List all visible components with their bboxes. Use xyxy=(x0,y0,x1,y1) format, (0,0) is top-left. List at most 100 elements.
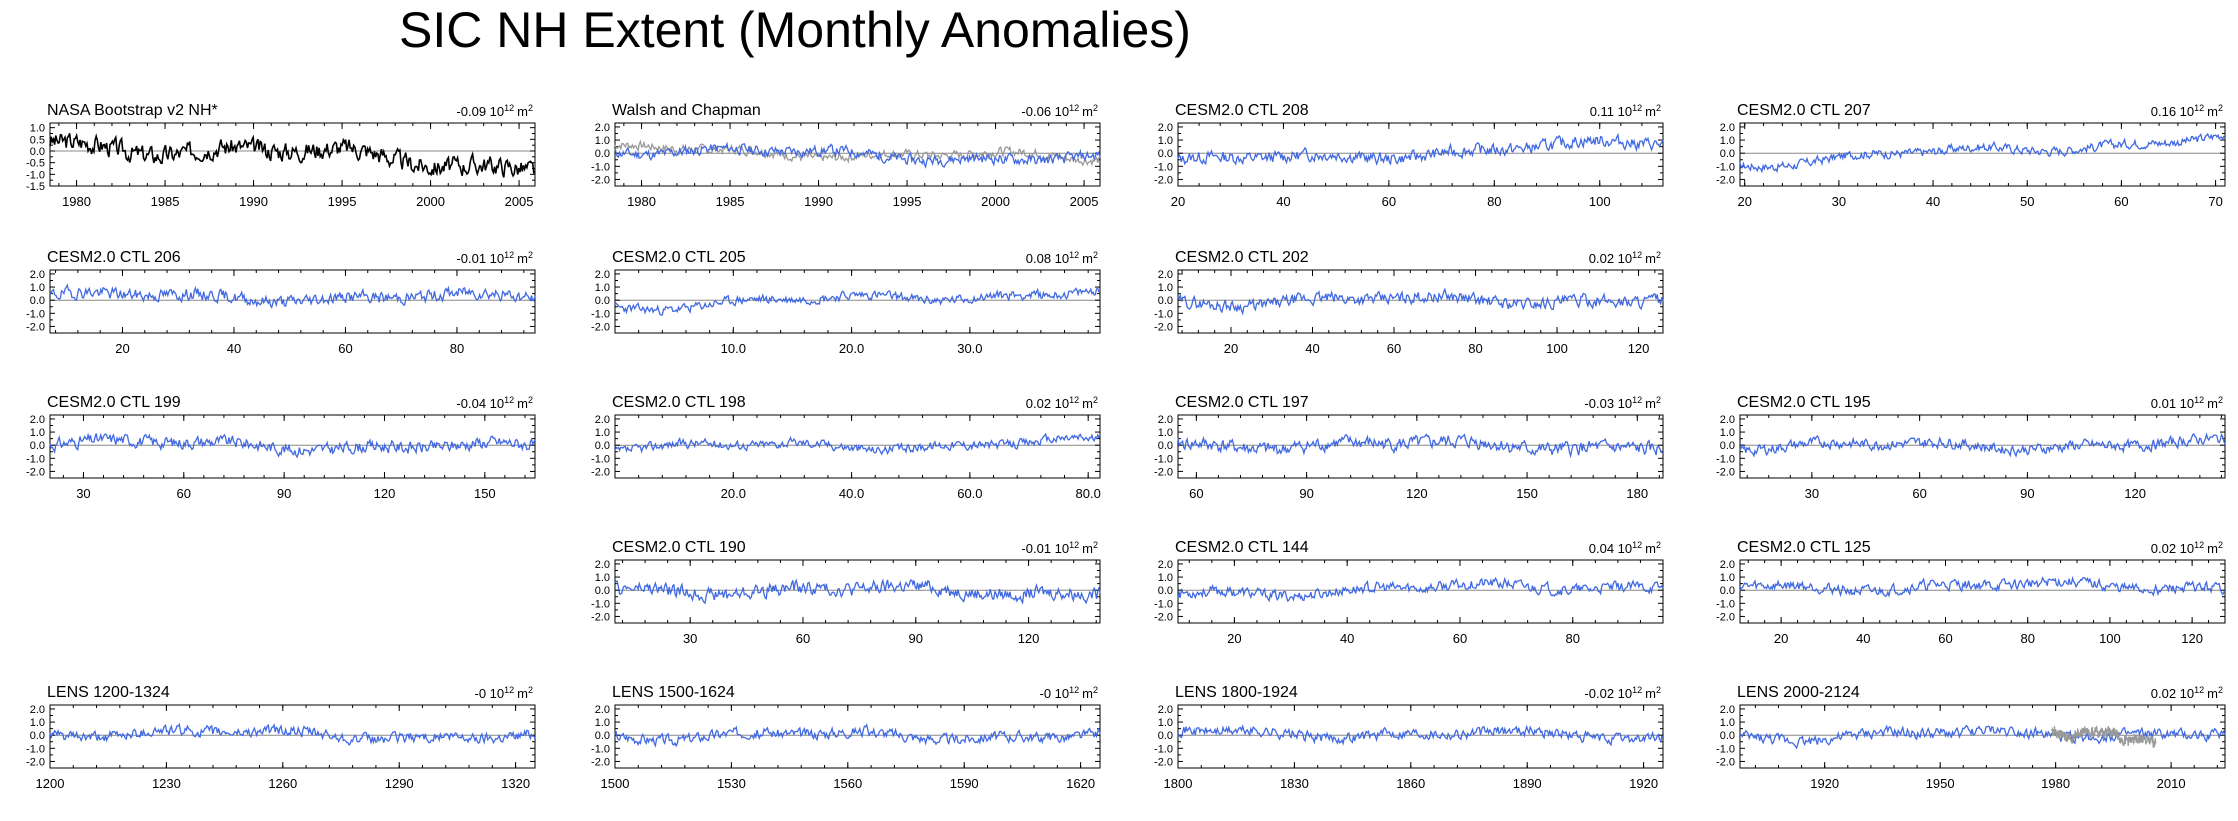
series-line-model xyxy=(1177,724,1664,747)
series-line-model xyxy=(49,432,536,459)
trend-label: -0.01 1012 m2 xyxy=(1021,540,1098,556)
series-line-model xyxy=(614,578,1101,605)
y-tick-label: 2.0 xyxy=(30,704,45,716)
panel-title: CESM2.0 CTL 206 xyxy=(47,249,181,266)
x-tick-label: 100 xyxy=(1589,194,1611,209)
y-tick-label: 0.0 xyxy=(595,730,610,742)
x-tick-label: 70 xyxy=(2208,194,2222,209)
x-tick-label: 1995 xyxy=(328,194,357,209)
x-tick-label: 30.0 xyxy=(957,341,982,356)
x-tick-label: 80 xyxy=(2020,631,2034,646)
panel-title: CESM2.0 CTL 125 xyxy=(1737,539,1871,556)
panel-title: NASA Bootstrap v2 NH* xyxy=(47,102,218,119)
panel-14: -2.0-1.00.01.02.0 30 60 90 120 CESM2.0 CTL 19… xyxy=(591,539,1101,646)
x-tick-label: 20.0 xyxy=(839,341,864,356)
x-tick-label: 80 xyxy=(450,341,464,356)
x-tick-label: 20 xyxy=(1774,631,1788,646)
x-tick-label: 50 xyxy=(2020,194,2034,209)
y-tick-label: 0.0 xyxy=(1720,730,1735,742)
x-tick-label: 60 xyxy=(1912,486,1926,501)
x-tick-label: 1200 xyxy=(36,776,65,791)
panel-title: CESM2.0 CTL 208 xyxy=(1175,102,1309,119)
panel-7: -2.0-1.00.01.02.0 20 40 60 80 100 120 CESM2.0 C… xyxy=(1154,249,1664,356)
trend-label: -0 1012 m2 xyxy=(1039,685,1098,701)
x-tick-label: 1560 xyxy=(833,776,862,791)
x-tick-label: 20 xyxy=(1737,194,1751,209)
y-tick-label: -1.0 xyxy=(591,453,610,465)
x-tick-label: 40 xyxy=(1926,194,1940,209)
x-tick-label: 20.0 xyxy=(721,486,746,501)
trend-label: 0.02 1012 m2 xyxy=(2151,540,2223,556)
x-tick-label: 1980 xyxy=(627,194,656,209)
panel-title: CESM2.0 CTL 197 xyxy=(1175,394,1309,411)
plot-frame xyxy=(1177,414,1664,479)
panel-15: -2.0-1.00.01.02.0 20 40 60 80 CESM2.0 CTL 144… xyxy=(1154,539,1664,646)
x-tick-label: 40.0 xyxy=(839,486,864,501)
panel-title: LENS 1800-1924 xyxy=(1175,684,1298,701)
x-tick-label: 60 xyxy=(2114,194,2128,209)
panel-title: LENS 1200-1324 xyxy=(47,684,170,701)
y-tick-label: 0.0 xyxy=(595,295,610,307)
y-tick-label: 2.0 xyxy=(595,704,610,716)
panel-title: CESM2.0 CTL 190 xyxy=(612,539,746,556)
x-tick-label: 40 xyxy=(1856,631,1870,646)
x-tick-label: 20 xyxy=(1171,194,1185,209)
y-tick-label: -2.0 xyxy=(1154,321,1173,333)
panel-title: CESM2.0 CTL 199 xyxy=(47,394,181,411)
y-tick-label: 0.0 xyxy=(1720,440,1735,452)
y-tick-label: 0.0 xyxy=(1720,585,1735,597)
x-tick-label: 120 xyxy=(1406,486,1428,501)
y-tick-label: 1.0 xyxy=(1158,572,1173,584)
y-tick-label: -1.5 xyxy=(26,181,45,193)
x-tick-label: 1320 xyxy=(501,776,530,791)
panel-1: -1.5-1.0-0.50.00.51.0 1980 1985 1990 1995 200… xyxy=(26,102,536,209)
x-tick-label: 90 xyxy=(1299,486,1313,501)
y-tick-label: -2.0 xyxy=(1154,466,1173,478)
y-tick-label: 2.0 xyxy=(595,269,610,281)
panel-2: -2.0-1.00.01.02.0 1980 1985 1990 1995 2000 200… xyxy=(591,102,1101,209)
y-tick-label: -0.5 xyxy=(26,158,45,170)
y-tick-label: 2.0 xyxy=(1158,414,1173,426)
y-tick-label: -2.0 xyxy=(1154,611,1173,623)
x-tick-label: 80 xyxy=(1566,631,1580,646)
x-tick-label: 80.0 xyxy=(1076,486,1101,501)
panel-18: -2.0-1.00.01.02.0 1500 1530 1560 1590 1620 LEN… xyxy=(591,684,1101,791)
x-tick-label: 120 xyxy=(1018,631,1040,646)
panel-4: -2.0-1.00.01.02.0 20 30 40 50 60 70 CESM2.0 CTL… xyxy=(1716,102,2226,209)
x-tick-label: 30 xyxy=(683,631,697,646)
x-tick-label: 1620 xyxy=(1066,776,1095,791)
series-line-model xyxy=(1739,432,2226,458)
x-tick-label: 60 xyxy=(796,631,810,646)
y-tick-label: 0.5 xyxy=(30,134,45,146)
y-tick-label: 1.0 xyxy=(595,135,610,147)
trend-label: -0 1012 m2 xyxy=(474,685,533,701)
x-tick-label: 60 xyxy=(338,341,352,356)
series-line-model xyxy=(1177,132,1664,166)
trend-label: -0.01 1012 m2 xyxy=(456,250,533,266)
x-tick-label: 60 xyxy=(1453,631,1467,646)
trend-label: 0.04 1012 m2 xyxy=(1589,540,1661,556)
y-tick-label: 1.0 xyxy=(595,282,610,294)
panel-9: -2.0-1.00.01.02.0 30 60 90 120 150 CESM2.0 CTL… xyxy=(26,394,536,501)
x-tick-label: 30 xyxy=(1805,486,1819,501)
series-line-model xyxy=(1177,576,1664,603)
series-line-model xyxy=(49,722,536,746)
y-tick-label: -1.0 xyxy=(1154,308,1173,320)
y-tick-label: -1.0 xyxy=(591,598,610,610)
x-tick-label: 30 xyxy=(1832,194,1846,209)
x-tick-label: 1985 xyxy=(716,194,745,209)
panel-title: LENS 1500-1624 xyxy=(612,684,735,701)
y-tick-label: 0.0 xyxy=(595,148,610,160)
trend-label: -0.03 1012 m2 xyxy=(1584,395,1661,411)
x-tick-label: 1500 xyxy=(601,776,630,791)
plot-frame xyxy=(1177,269,1664,334)
y-tick-label: 1.0 xyxy=(30,717,45,729)
panel-title: CESM2.0 CTL 207 xyxy=(1737,102,1871,119)
y-tick-label: 0.0 xyxy=(595,440,610,452)
y-tick-label: -2.0 xyxy=(26,321,45,333)
y-tick-label: 0.0 xyxy=(1158,295,1173,307)
panel-16: -2.0-1.00.01.02.0 20 40 60 80 100 120 CESM2.0 C… xyxy=(1716,539,2226,646)
series-line-obs xyxy=(49,132,536,178)
x-tick-label: 2005 xyxy=(505,194,534,209)
x-tick-label: 1860 xyxy=(1396,776,1425,791)
